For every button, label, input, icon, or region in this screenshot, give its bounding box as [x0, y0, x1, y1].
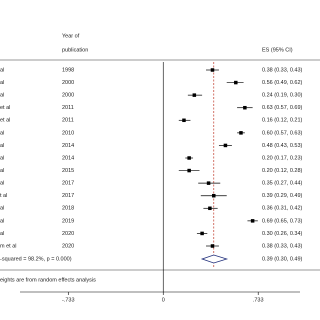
x-tick-label: 0: [162, 297, 165, 303]
es-label: 0.20 (0.17, 0.23): [262, 155, 303, 161]
header-es: ES (95% CI): [262, 47, 293, 53]
study-label: al: [0, 80, 4, 86]
es-label: 0.35 (0.27, 0.44): [262, 181, 303, 187]
es-label: 0.20 (0.12, 0.28): [262, 168, 303, 174]
study-label: et al: [0, 105, 10, 111]
year-label: 2015: [62, 168, 74, 174]
study-label: al: [0, 143, 4, 149]
es-box: [192, 93, 197, 97]
es-label: 0.38 (0.33, 0.43): [262, 67, 303, 73]
year-label: 2017: [62, 193, 74, 199]
year-label: 2017: [62, 181, 74, 187]
es-box: [234, 80, 238, 85]
note: eights are from random effects analysis: [0, 277, 96, 283]
es-box: [212, 193, 216, 198]
study-label: et al: [0, 118, 10, 124]
es-label: 0.16 (0.12, 0.21): [262, 118, 303, 124]
study-label: al: [0, 168, 4, 174]
year-label: 2019: [62, 218, 74, 224]
es-box: [210, 244, 215, 248]
es-label: 0.69 (0.65, 0.73): [262, 218, 303, 224]
es-label: 0.48 (0.43, 0.53): [262, 143, 303, 149]
es-label: 0.39 (0.29, 0.49): [262, 193, 303, 199]
es-box: [243, 105, 247, 110]
year-label: 2010: [62, 130, 74, 136]
es-box: [206, 181, 211, 185]
year-label: 2011: [62, 105, 74, 111]
study-label: al: [0, 231, 4, 237]
es-box: [250, 219, 255, 223]
es-label: 0.56 (0.49, 0.62): [262, 80, 303, 86]
study-label: m et al: [0, 243, 17, 249]
es-label: 0.36 (0.31, 0.42): [262, 206, 303, 212]
es-box: [210, 68, 215, 72]
year-label: 2020: [62, 243, 74, 249]
es-label: 0.30 (0.26, 0.34): [262, 231, 303, 237]
pooled-diamond: [200, 254, 229, 264]
es-box: [187, 168, 191, 173]
year-label: 2000: [62, 80, 74, 86]
header-year: publication: [62, 47, 88, 53]
study-label: al: [0, 67, 4, 73]
header-year: Year of: [62, 33, 80, 39]
study-label: al: [0, 181, 4, 187]
es-box: [223, 143, 228, 148]
es-label: 0.24 (0.19, 0.30): [262, 93, 303, 99]
year-label: 2014: [62, 155, 74, 161]
es-label: 0.38 (0.33, 0.43): [262, 243, 303, 249]
es-label: 0.60 (0.57, 0.63): [262, 130, 303, 136]
pooled-es-label: 0.39 (0.30, 0.49): [262, 256, 303, 262]
study-label: al: [0, 206, 4, 212]
es-box: [187, 156, 191, 160]
pooled-label: -squared = 98.2%, p = 0.000): [0, 256, 72, 262]
year-label: 1998: [62, 67, 74, 73]
es-box: [239, 131, 243, 135]
study-label: al: [0, 218, 4, 224]
study-label: t al: [0, 193, 7, 199]
es-box: [182, 118, 186, 123]
es-label: 0.63 (0.57, 0.69): [262, 105, 303, 111]
x-tick-label: .733: [253, 297, 264, 303]
study-label: al: [0, 155, 4, 161]
year-label: 2011: [62, 118, 74, 124]
year-label: 2000: [62, 93, 74, 99]
year-label: 2020: [62, 231, 74, 237]
study-label: al: [0, 93, 4, 99]
year-label: 2014: [62, 143, 74, 149]
year-label: 2018: [62, 206, 74, 212]
study-label: al: [0, 130, 4, 136]
es-box: [208, 206, 212, 211]
x-tick-label: -.733: [62, 297, 75, 303]
es-box: [200, 231, 204, 236]
